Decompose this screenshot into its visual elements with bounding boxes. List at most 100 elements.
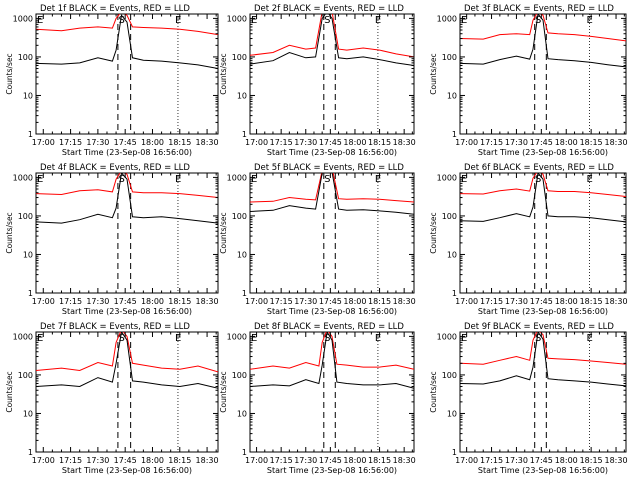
y-tick-label: 10 xyxy=(237,409,247,418)
y-tick-label: 100 xyxy=(18,53,33,62)
y-tick-label: 1 xyxy=(452,130,457,139)
x-tick-label: 18:00 xyxy=(343,138,366,147)
series-line-lld-red xyxy=(36,14,218,36)
x-tick-label: 18:00 xyxy=(141,456,164,465)
y-tick-label: 1000 xyxy=(13,332,33,341)
x-tick-label: 18:00 xyxy=(555,138,578,147)
series-line-lld-red xyxy=(460,14,626,42)
period-label: E xyxy=(375,174,381,185)
x-tick-label: 17:00 xyxy=(245,456,268,465)
x-tick-label: 18:15 xyxy=(168,138,191,147)
x-tick-label: 17:45 xyxy=(530,456,553,465)
x-tick-label: 18:15 xyxy=(168,297,191,306)
y-tick-label: 1 xyxy=(242,130,247,139)
period-label: S xyxy=(324,15,330,26)
plot-frame xyxy=(249,13,415,135)
y-tick-label: 1 xyxy=(28,448,33,457)
y-tick-label: 1000 xyxy=(437,14,457,23)
x-tick-label: 18:30 xyxy=(393,138,416,147)
y-tick-label: 1 xyxy=(452,289,457,298)
x-tick-label: 17:00 xyxy=(32,297,55,306)
y-tick-label: 100 xyxy=(232,371,247,380)
x-tick-label: 18:00 xyxy=(555,297,578,306)
y-tick-label: 1000 xyxy=(437,332,457,341)
x-tick-label: 17:45 xyxy=(319,456,342,465)
x-tick-label: 17:00 xyxy=(455,456,478,465)
series-line-events-black xyxy=(250,14,414,66)
y-tick-label: 10 xyxy=(447,250,457,259)
period-label: S xyxy=(324,333,330,344)
plot-frame xyxy=(35,172,219,294)
x-tick-label: 18:15 xyxy=(580,456,603,465)
x-tick-label: 17:30 xyxy=(294,456,317,465)
y-tick-label: 1000 xyxy=(227,173,247,182)
period-label: S xyxy=(535,15,541,26)
x-tick-label: 18:30 xyxy=(605,297,628,306)
period-label: E xyxy=(375,15,381,26)
x-tick-label: 17:00 xyxy=(32,138,55,147)
x-tick-label: 18:30 xyxy=(605,138,628,147)
panel-title: Det 8f BLACK = Events, RED = LLD xyxy=(254,322,404,332)
y-tick-label: 10 xyxy=(447,409,457,418)
y-tick-label: 1 xyxy=(242,289,247,298)
x-tick-label: 18:00 xyxy=(343,456,366,465)
y-tick-label: 10 xyxy=(237,250,247,259)
period-label: E xyxy=(461,174,467,185)
x-tick-label: 17:30 xyxy=(86,456,109,465)
panel-title: Det 6f BLACK = Events, RED = LLD xyxy=(464,163,614,173)
x-tick-label: 17:30 xyxy=(505,297,528,306)
y-axis-label: Counts/sec xyxy=(429,53,438,94)
y-tick-label: 10 xyxy=(23,91,33,100)
x-tick-label: 17:45 xyxy=(114,138,137,147)
plot-frame xyxy=(249,331,415,453)
period-label: S xyxy=(119,174,125,185)
period-label: E xyxy=(251,333,257,344)
period-label: E xyxy=(37,15,43,26)
x-tick-label: 17:45 xyxy=(530,297,553,306)
y-tick-label: 1000 xyxy=(13,14,33,23)
x-tick-label: 17:45 xyxy=(319,297,342,306)
y-tick-label: 1 xyxy=(28,130,33,139)
x-tick-label: 18:15 xyxy=(368,297,391,306)
series-line-events-black xyxy=(460,173,626,223)
period-label: E xyxy=(461,15,467,26)
series-line-lld-red xyxy=(36,332,218,373)
x-tick-label: 17:00 xyxy=(455,138,478,147)
series-line-events-black xyxy=(460,14,626,68)
x-tick-label: 18:15 xyxy=(368,456,391,465)
series-line-events-black xyxy=(36,14,218,69)
x-tick-label: 17:30 xyxy=(505,456,528,465)
period-label: E xyxy=(251,174,257,185)
x-tick-label: 17:30 xyxy=(294,138,317,147)
y-tick-label: 1000 xyxy=(13,173,33,182)
y-tick-label: 10 xyxy=(23,409,33,418)
y-tick-label: 10 xyxy=(23,250,33,259)
y-tick-label: 100 xyxy=(442,212,457,221)
panel-title: Det 9f BLACK = Events, RED = LLD xyxy=(464,322,614,332)
plot-frame xyxy=(459,172,627,294)
x-tick-label: 18:15 xyxy=(168,456,191,465)
x-tick-label: 18:15 xyxy=(368,138,391,147)
panel-title: Det 2f BLACK = Events, RED = LLD xyxy=(254,4,404,14)
period-label: E xyxy=(375,333,381,344)
y-axis-label: Counts/sec xyxy=(5,212,14,253)
x-tick-label: 18:15 xyxy=(580,138,603,147)
x-tick-label: 17:30 xyxy=(505,138,528,147)
series-line-events-black xyxy=(36,173,218,224)
x-tick-label: 17:15 xyxy=(59,297,82,306)
x-tick-label: 18:15 xyxy=(580,297,603,306)
period-label: S xyxy=(119,333,125,344)
x-tick-label: 17:00 xyxy=(245,138,268,147)
x-tick-label: 18:30 xyxy=(393,297,416,306)
y-tick-label: 1 xyxy=(242,448,247,457)
y-tick-label: 100 xyxy=(232,212,247,221)
series-line-events-black xyxy=(250,332,414,389)
x-tick-label: 18:30 xyxy=(196,456,219,465)
